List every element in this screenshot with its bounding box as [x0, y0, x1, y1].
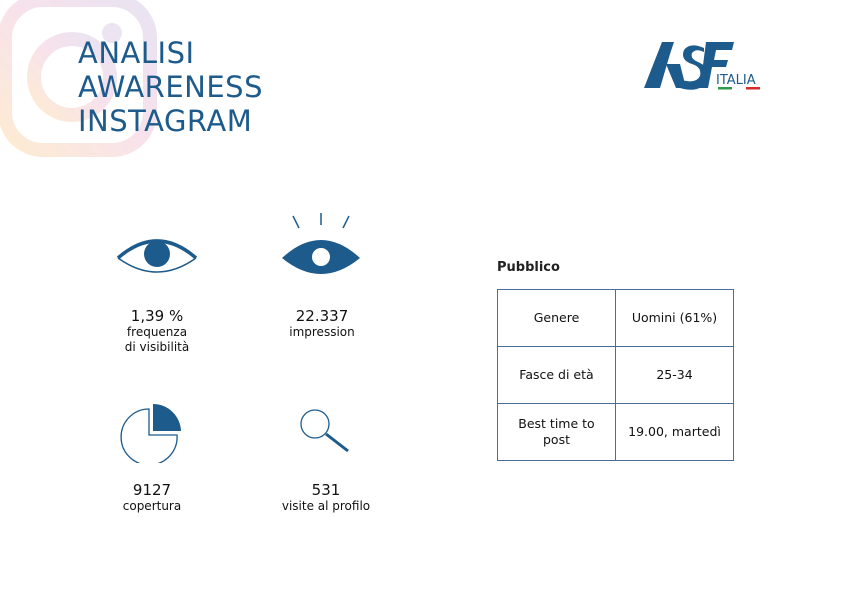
metric-value: 9127	[132, 481, 172, 499]
metric-label-line: frequenza	[126, 325, 188, 339]
audience-title: Pubblico	[497, 260, 560, 275]
metric-label-line: di visibilità	[124, 340, 190, 354]
table-key-cell: Fasce di età	[497, 346, 616, 404]
table-value-cell: 25-34	[615, 346, 734, 404]
asf-italia-logo: ITALIA	[644, 42, 760, 90]
pie-chart-icon	[120, 404, 181, 463]
magnifier-icon	[300, 409, 349, 453]
metric-visibility-frequency: 1,39 % frequenza di visibilità	[87, 307, 227, 355]
metric-reach: 9127 copertura	[82, 481, 222, 514]
metric-profile-visits: 531 visite al profilo	[256, 481, 396, 514]
metric-value: 22.337	[295, 307, 349, 325]
table-row: Best time to post 19.00, martedì	[497, 403, 734, 461]
metric-value: 531	[311, 481, 341, 499]
eye-outline-icon	[116, 239, 198, 273]
title-line-1: ANALISI	[78, 36, 195, 70]
logo-subtext: ITALIA	[716, 73, 756, 88]
metric-label-line: copertura	[122, 499, 182, 513]
audience-table: Genere Uomini (61%) Fasce di età 25-34 B…	[497, 289, 734, 461]
metric-value: 1,39 %	[130, 307, 184, 325]
table-value-cell: Uomini (61%)	[615, 289, 734, 347]
title-line-3: INSTAGRAM	[78, 104, 253, 138]
page-title: ANALISI AWARENESS INSTAGRAM	[78, 36, 263, 138]
table-value-cell: 19.00, martedì	[615, 403, 734, 461]
instagram-logo-watermark-icon	[0, 0, 157, 157]
table-key-cell: Genere	[497, 289, 616, 347]
table-row: Fasce di età 25-34	[497, 346, 734, 404]
eye-filled-icon	[282, 213, 360, 274]
metric-impressions: 22.337 impression	[252, 307, 392, 340]
metric-label-line: visite al profilo	[281, 499, 371, 513]
table-key-cell: Best time to post	[497, 403, 616, 461]
metric-label-line: impression	[289, 325, 355, 339]
table-row: Genere Uomini (61%)	[497, 289, 734, 347]
title-line-2: AWARENESS	[78, 70, 263, 104]
